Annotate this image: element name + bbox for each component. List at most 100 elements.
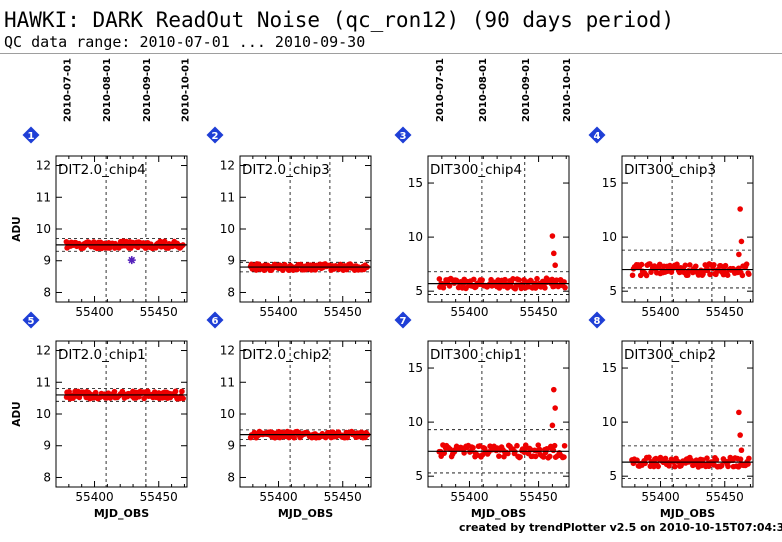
data-point bbox=[161, 238, 168, 245]
data-point bbox=[517, 454, 523, 460]
data-point bbox=[496, 453, 502, 459]
x-tick-label: 55450 bbox=[140, 490, 178, 504]
data-point bbox=[684, 272, 691, 278]
y-tick-label: 10 bbox=[36, 407, 51, 421]
data-point bbox=[440, 284, 447, 291]
data-point bbox=[743, 261, 750, 267]
y-tick-label: 8 bbox=[227, 470, 235, 484]
data-point bbox=[562, 284, 568, 291]
panel-badge-number: 4 bbox=[594, 131, 601, 142]
data-point bbox=[514, 442, 520, 449]
y-tick-label: 12 bbox=[220, 159, 235, 173]
y-tick-label: 10 bbox=[220, 407, 235, 421]
date-tick-label: 2010-07-01 bbox=[62, 58, 73, 122]
data-point bbox=[746, 455, 752, 462]
data-point bbox=[647, 261, 653, 267]
data-point bbox=[111, 388, 118, 395]
data-point bbox=[505, 450, 511, 457]
panel-badge-number: 6 bbox=[212, 316, 219, 327]
y-tick-label: 10 bbox=[36, 222, 51, 236]
data-point bbox=[66, 388, 72, 395]
y-tick-label: 10 bbox=[220, 222, 235, 236]
panel-6: 6 8 9 10 11 12 55400 55450 DIT2.0_chip2 MJD_OBS bbox=[206, 311, 372, 520]
x-tick-label: 55450 bbox=[140, 305, 178, 319]
data-point bbox=[553, 277, 560, 283]
x-tick-label: 55450 bbox=[519, 305, 557, 319]
data-point bbox=[501, 453, 507, 460]
data-point bbox=[502, 276, 508, 283]
data-point bbox=[707, 271, 713, 278]
panel-title: DIT300_chip3 bbox=[624, 162, 716, 178]
y-tick-label: 10 bbox=[408, 415, 423, 429]
data-point bbox=[179, 388, 185, 395]
panel-4: 4 5 10 15 55400 55450 DIT300_chip3 bbox=[588, 126, 754, 319]
x-axis-label: MJD_OBS bbox=[471, 507, 526, 520]
x-tick-label: 55400 bbox=[75, 490, 113, 504]
data-point bbox=[550, 447, 557, 454]
panel-badge-number: 7 bbox=[400, 316, 407, 327]
data-point bbox=[713, 456, 720, 463]
data-point bbox=[534, 275, 540, 282]
x-tick-label: 55400 bbox=[450, 305, 488, 319]
data-point bbox=[692, 263, 699, 270]
data-point bbox=[294, 266, 300, 273]
y-tick-label: 5 bbox=[415, 469, 423, 483]
page-title: HAWKI: DARK ReadOut Noise (qc_ron12) (90… bbox=[4, 8, 675, 32]
data-point bbox=[737, 432, 743, 438]
data-point bbox=[551, 442, 558, 449]
y-tick-label: 10 bbox=[602, 230, 617, 244]
data-point bbox=[552, 405, 558, 411]
plot-frame bbox=[427, 155, 570, 303]
data-point bbox=[172, 388, 179, 395]
x-tick-label: 55400 bbox=[259, 305, 297, 319]
y-tick-label: 5 bbox=[609, 469, 617, 483]
data-point bbox=[704, 455, 710, 462]
panel-badge-icon bbox=[394, 126, 412, 144]
data-point bbox=[746, 271, 752, 277]
y-tick-label: 11 bbox=[36, 190, 51, 204]
data-point bbox=[561, 454, 567, 460]
date-tick-label: 2010-09-01 bbox=[142, 58, 153, 122]
data-point bbox=[516, 277, 522, 283]
header-divider bbox=[0, 53, 782, 54]
data-point bbox=[561, 442, 568, 449]
y-tick-label: 9 bbox=[43, 439, 51, 453]
panel-badge-number: 8 bbox=[594, 316, 601, 327]
y-tick-label: 12 bbox=[36, 159, 51, 173]
panel-title: DIT2.0_chip4 bbox=[58, 162, 146, 178]
data-point bbox=[436, 276, 443, 282]
y-tick-label: 5 bbox=[415, 284, 423, 298]
panel-badge-icon bbox=[588, 311, 606, 329]
x-tick-label: 55400 bbox=[641, 305, 679, 319]
panel-3: 3 5 10 15 55400 55450 DIT300_chip4 2010-07-01 20… bbox=[394, 58, 573, 319]
data-point bbox=[718, 462, 725, 469]
y-tick-label: 5 bbox=[609, 284, 617, 298]
data-point bbox=[656, 261, 663, 268]
y-tick-label: 15 bbox=[408, 361, 423, 375]
date-tick-label: 2010-10-01 bbox=[180, 58, 191, 122]
data-point bbox=[725, 463, 731, 470]
y-tick-label: 15 bbox=[602, 176, 617, 190]
data-point bbox=[738, 447, 745, 454]
data-point bbox=[687, 262, 693, 268]
data-point bbox=[672, 463, 678, 470]
data-point bbox=[550, 386, 557, 393]
panel-title: DIT300_chip1 bbox=[430, 347, 522, 363]
data-point bbox=[547, 453, 553, 460]
data-point bbox=[736, 251, 742, 258]
data-point bbox=[739, 272, 746, 279]
panel-badge-number: 5 bbox=[28, 316, 35, 327]
data-point bbox=[470, 276, 477, 283]
data-range-subtitle: QC data range: 2010-07-01 ... 2010-09-30 bbox=[4, 33, 366, 51]
plot-frame bbox=[621, 340, 754, 488]
panel-title: DIT2.0_chip3 bbox=[242, 162, 330, 178]
y-tick-label: 8 bbox=[227, 285, 235, 299]
x-axis-label: MJD_OBS bbox=[94, 507, 149, 520]
panel-badge-icon bbox=[588, 126, 606, 144]
panel-badge-icon bbox=[394, 311, 412, 329]
data-point bbox=[549, 233, 556, 239]
y-tick-label: 9 bbox=[227, 439, 235, 453]
x-tick-label: 55450 bbox=[324, 305, 362, 319]
data-point bbox=[737, 206, 743, 212]
